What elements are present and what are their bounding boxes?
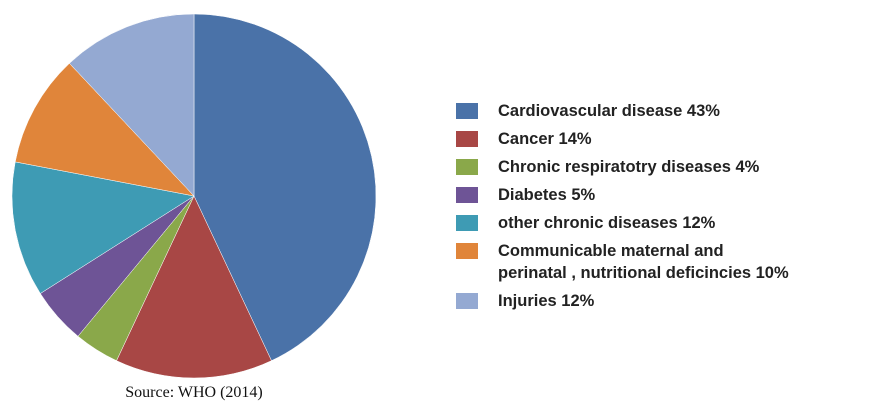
legend-swatch — [456, 293, 478, 309]
pie-slice — [14, 62, 195, 197]
legend-item: Injuries 12% — [456, 290, 866, 312]
legend-item: other chronic diseases 12% — [456, 212, 866, 234]
legend-label: Cardiovascular disease 43% — [498, 102, 720, 120]
legend-swatch — [456, 215, 478, 231]
legend-label: Communicable maternal and perinatal , nu… — [498, 242, 789, 282]
legend-swatch — [456, 103, 478, 119]
legend-swatch — [456, 243, 478, 259]
legend-item: Chronic respiratotry diseases 4% — [456, 156, 866, 178]
legend-label: other chronic diseases 12% — [498, 214, 716, 232]
legend-label: Chronic respiratotry diseases 4% — [498, 158, 760, 176]
legend-item: Communicable maternal and perinatal , nu… — [456, 240, 866, 284]
pie-slice — [116, 195, 272, 379]
source-note: Source: WHO (2014) — [125, 384, 262, 401]
legend-label: Diabetes 5% — [498, 186, 596, 204]
legend-item: Cardiovascular disease 43% — [456, 100, 866, 122]
legend-swatch — [456, 131, 478, 147]
legend-label: Injuries 12% — [498, 292, 595, 310]
pie-slice — [69, 13, 195, 197]
legend-swatch — [456, 187, 478, 203]
legend-swatch — [456, 159, 478, 175]
pie-slice — [11, 161, 195, 294]
legend-item: Cancer 14% — [456, 128, 866, 150]
pie-slice — [193, 13, 377, 362]
legend: Cardiovascular disease 43% Cancer 14% Chro… — [456, 100, 866, 318]
legend-item: Diabetes 5% — [456, 184, 866, 206]
legend-label: Cancer 14% — [498, 130, 592, 148]
